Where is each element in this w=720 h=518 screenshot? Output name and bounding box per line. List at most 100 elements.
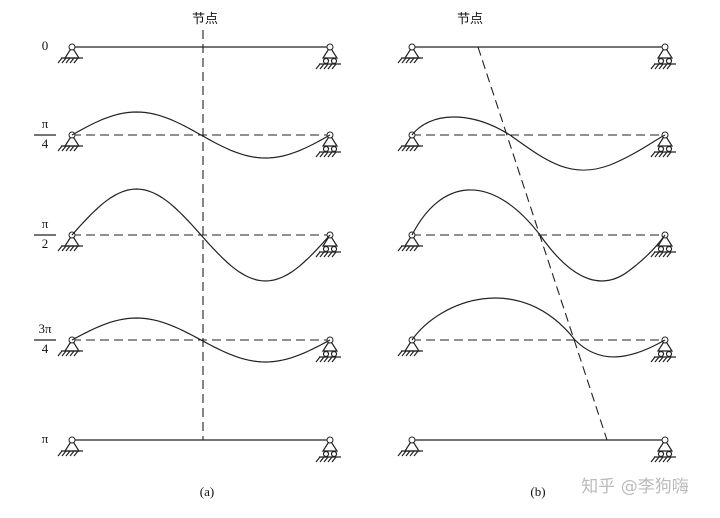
roller (657, 350, 665, 358)
phase-denominator: 4 (42, 136, 49, 151)
hatch (397, 57, 403, 64)
hinge (326, 43, 334, 51)
hatch (405, 145, 411, 152)
mode-shape (71, 317, 331, 363)
hatch (73, 450, 79, 457)
hatch (319, 251, 325, 258)
support (656, 133, 674, 147)
roller (322, 450, 330, 458)
watermark: 知乎 @李狗嗨 (581, 477, 688, 497)
roller (665, 57, 673, 65)
support (321, 338, 339, 352)
hatch (65, 350, 71, 357)
hatch (65, 145, 71, 152)
hatch (658, 63, 664, 70)
caption: (a) (200, 484, 214, 499)
hatch (323, 356, 329, 363)
roller (322, 57, 330, 65)
roller (322, 145, 330, 153)
hatch (73, 350, 79, 357)
phase-label: π (42, 431, 49, 446)
hatch (69, 450, 75, 457)
hatch (319, 456, 325, 463)
hatch (654, 151, 660, 158)
hatch (401, 57, 407, 64)
hatch (315, 151, 321, 158)
hatch (319, 63, 325, 70)
hatch (666, 151, 672, 158)
hatch (405, 450, 411, 457)
roller (657, 245, 665, 253)
hatch (61, 145, 67, 152)
hatch (397, 350, 403, 357)
hatch (413, 145, 419, 152)
hatch (323, 456, 329, 463)
hatch (654, 63, 660, 70)
roller (665, 450, 673, 458)
hatch (323, 151, 329, 158)
roller (665, 245, 673, 253)
hinge (408, 436, 416, 444)
hatch (658, 151, 664, 158)
hatch (401, 245, 407, 252)
mode-shape (71, 188, 331, 282)
hatch (315, 456, 321, 463)
hatch (666, 456, 672, 463)
roller (657, 57, 665, 65)
hatch (662, 151, 668, 158)
hatch (662, 63, 668, 70)
hatch (662, 251, 668, 258)
hatch (409, 350, 415, 357)
support (656, 438, 674, 452)
node-line (477, 46, 608, 441)
roller (657, 145, 665, 153)
phase-label: 0 (42, 38, 49, 53)
hatch (327, 356, 333, 363)
phase-numerator: 3π (38, 321, 52, 336)
hatch (650, 251, 656, 258)
hatch (401, 450, 407, 457)
hatch (409, 57, 415, 64)
hatch (666, 251, 672, 258)
hatch (413, 450, 419, 457)
hatch (401, 350, 407, 357)
hatch (65, 450, 71, 457)
support (321, 438, 339, 452)
roller (330, 350, 338, 358)
hatch (650, 356, 656, 363)
roller (665, 350, 673, 358)
hatch (57, 350, 63, 357)
hatch (69, 350, 75, 357)
hinge (68, 43, 76, 51)
node-label: 节点 (192, 11, 218, 26)
hatch (650, 63, 656, 70)
hatch (61, 450, 67, 457)
hatch (57, 145, 63, 152)
hatch (315, 251, 321, 258)
hatch (666, 356, 672, 363)
hatch (401, 145, 407, 152)
roller (330, 450, 338, 458)
hatch (331, 151, 337, 158)
hatch (69, 57, 75, 64)
hatch (413, 245, 419, 252)
roller (330, 245, 338, 253)
phase-numerator: π (42, 216, 49, 231)
hatch (327, 456, 333, 463)
hatch (65, 245, 71, 252)
phase-numerator: π (42, 116, 49, 131)
hatch (315, 356, 321, 363)
hatch (405, 350, 411, 357)
hatch (650, 151, 656, 158)
hinge (326, 436, 334, 444)
hatch (315, 63, 321, 70)
hatch (662, 456, 668, 463)
hatch (413, 350, 419, 357)
hatch (331, 356, 337, 363)
roller (322, 245, 330, 253)
support (321, 133, 339, 147)
hatch (327, 251, 333, 258)
hatch (654, 456, 660, 463)
hatch (409, 245, 415, 252)
hatch (61, 350, 67, 357)
